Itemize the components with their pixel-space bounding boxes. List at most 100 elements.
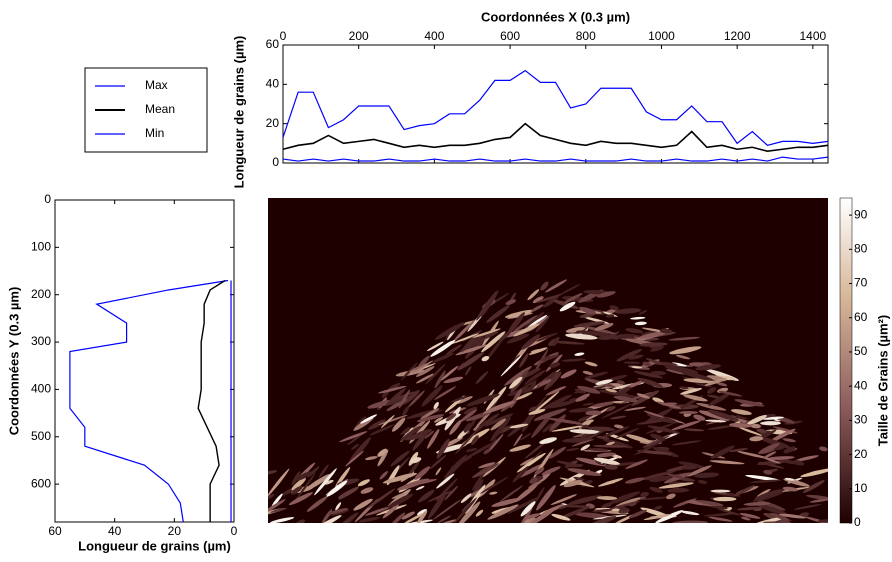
grain (471, 470, 486, 491)
grain (593, 457, 620, 465)
y-tick-label: 600 (31, 476, 51, 490)
grain (745, 474, 780, 481)
y-axis-label: Longueur de grains (µm) (231, 36, 246, 189)
grain (528, 409, 546, 415)
grain (514, 483, 539, 503)
grain (379, 471, 388, 480)
grain (482, 401, 515, 414)
x-tick-label: 400 (424, 29, 444, 43)
grain (324, 479, 334, 485)
grain (647, 425, 681, 434)
x-tick-label: 800 (576, 29, 596, 43)
grain (377, 448, 387, 457)
grain (763, 469, 773, 475)
grain (749, 436, 764, 442)
grain (599, 426, 630, 439)
grain (693, 414, 706, 421)
grain (382, 503, 400, 519)
grain (573, 321, 606, 328)
grain (491, 497, 522, 507)
grain (783, 446, 796, 454)
grain (456, 396, 473, 404)
grain (291, 471, 301, 486)
grain (582, 430, 606, 441)
grain (782, 486, 799, 492)
grain (463, 422, 472, 433)
grain (595, 379, 613, 385)
colorbar-tick-label: 10 (854, 481, 868, 495)
grain (529, 381, 537, 392)
grain (640, 331, 655, 336)
grain (650, 370, 667, 376)
grain (698, 410, 731, 421)
grain (767, 428, 796, 444)
colorbar-label: Taille de Grains (µm²) (875, 315, 890, 447)
grain (654, 505, 663, 510)
grain (480, 476, 509, 494)
grain (365, 507, 389, 516)
grain (623, 361, 641, 364)
grain (421, 408, 440, 419)
y-tick-label: 500 (31, 429, 51, 443)
grain (416, 414, 445, 423)
grain (520, 433, 532, 441)
grain (474, 420, 488, 434)
grain (517, 462, 546, 479)
grain (710, 445, 735, 459)
grain (596, 435, 610, 440)
grain (460, 493, 472, 504)
grain (414, 466, 431, 480)
grain (404, 434, 423, 441)
grain (609, 491, 641, 504)
grain (559, 506, 590, 519)
grain (680, 510, 700, 516)
grain (445, 413, 457, 422)
grain (435, 467, 442, 476)
grain (760, 421, 782, 426)
grain (406, 479, 438, 486)
grain (400, 519, 433, 523)
grain (564, 505, 591, 508)
grain (762, 451, 777, 459)
grain-map (268, 279, 828, 523)
grain (505, 299, 517, 305)
grain (636, 450, 673, 455)
grain (579, 313, 596, 318)
grain (665, 369, 686, 375)
grain (707, 425, 735, 430)
grain (445, 344, 462, 355)
grain (614, 424, 624, 429)
grain (571, 439, 592, 447)
grain (640, 491, 650, 497)
grain (588, 426, 616, 432)
grain (513, 323, 540, 337)
grain (694, 472, 720, 478)
colorbar-tick-label: 70 (854, 276, 868, 290)
grain (535, 315, 550, 333)
grain (695, 364, 721, 371)
grain (705, 419, 727, 423)
grain (465, 441, 496, 459)
x-axis-label: Longueur de grains (µm) (78, 538, 231, 553)
grain (533, 348, 549, 375)
grain (650, 345, 664, 352)
y-tick-label: 300 (31, 334, 51, 348)
grain (551, 425, 583, 432)
grain (360, 414, 377, 424)
grain (531, 413, 553, 438)
grain (608, 500, 641, 510)
grain (497, 424, 514, 434)
grain (440, 365, 459, 381)
grain (539, 437, 557, 444)
grain (636, 393, 650, 399)
grain (417, 509, 427, 516)
grain (528, 480, 543, 489)
grain (716, 382, 728, 387)
plot-area (54, 199, 235, 523)
grain (427, 490, 454, 503)
grain (387, 493, 414, 508)
grain (509, 376, 523, 389)
grain (464, 366, 472, 376)
grain (602, 438, 633, 449)
grain (549, 362, 561, 368)
